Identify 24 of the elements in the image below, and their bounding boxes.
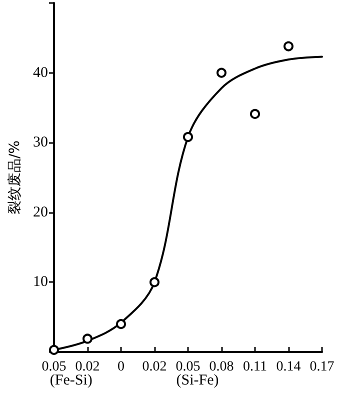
x-tick-label: 0.17 <box>310 360 334 374</box>
point <box>82 334 92 344</box>
y-tick-label: 10 <box>33 274 48 290</box>
y-tick-label: 20 <box>33 204 48 220</box>
point <box>150 277 160 288</box>
x-tick-label: 0 <box>118 360 124 374</box>
point <box>183 132 193 142</box>
x-tick-label: 0.11 <box>243 360 267 374</box>
x-tick-label: 0.02 <box>75 360 100 374</box>
y-tick-label: 40 <box>33 64 48 81</box>
x-tick-label: 0.14 <box>276 360 301 374</box>
point <box>284 41 294 52</box>
x-tick-label: 0.05 <box>42 360 66 374</box>
point <box>49 344 59 355</box>
y-tick-label: 30 <box>33 134 48 151</box>
y-axis-title: 裂纹废品/% <box>7 140 23 215</box>
point <box>116 319 126 330</box>
text: (Si-Fe) <box>176 372 219 388</box>
x-tick-label: 0.02 <box>142 360 167 374</box>
point <box>216 68 226 78</box>
text: (Fe-Si) <box>50 372 92 388</box>
x-tick-label: 0.08 <box>209 360 234 374</box>
point <box>250 108 260 119</box>
x-tick-label: 0.05 <box>176 360 200 374</box>
